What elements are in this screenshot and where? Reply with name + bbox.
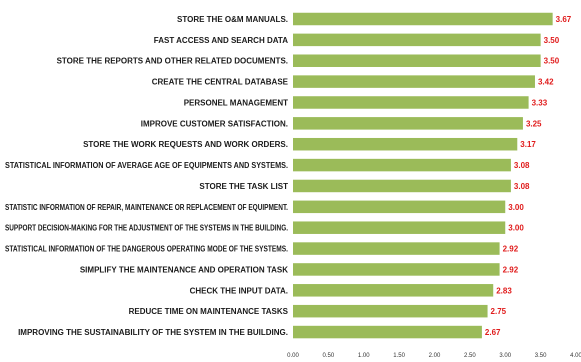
category-label: STORE THE REPORTS AND OTHER RELATED DOCU…: [57, 57, 288, 66]
category-label: IMPROVING THE SUSTAINABILITY OF THE SYST…: [18, 328, 288, 337]
value-label: 2.75: [491, 307, 507, 316]
bar: [293, 137, 518, 151]
category-label: SUPPORT DECISION-MAKING FOR THE ADJUSTME…: [5, 224, 288, 233]
value-label: 3.08: [514, 161, 530, 170]
x-tick-label: 3.50: [535, 353, 547, 359]
bar: [293, 284, 494, 297]
bar: [293, 263, 500, 276]
x-tick-label: 2.50: [464, 353, 476, 359]
value-labels: 3.67 3.50 3.50 3.42 3.33 3.25 3.17 3.08 3.08 3.00…: [485, 15, 572, 337]
category-label: STORE THE WORK REQUESTS AND WORK ORDERS.: [83, 140, 288, 149]
category-label: CHECK THE INPUT DATA.: [190, 286, 288, 295]
category-label: STORE THE TASK LIST: [199, 182, 288, 191]
value-label: 3.00: [508, 224, 524, 233]
x-tick-label: 3.00: [499, 353, 511, 359]
bar: [293, 221, 506, 234]
value-label: 3.42: [538, 78, 554, 87]
value-label: 3.67: [556, 15, 572, 24]
x-axis-tick-labels: 0.00 0.50 1.00 1.50 2.00 2.50 3.00 3.50 4.00: [287, 353, 581, 359]
value-label: 3.08: [514, 182, 530, 191]
value-label: 3.00: [508, 203, 524, 212]
bar: [293, 75, 535, 88]
category-label: IMPROVE CUSTOMER SATISFACTION.: [141, 119, 288, 128]
bar: [293, 179, 511, 193]
category-label: CREATE THE CENTRAL DATABASE: [152, 78, 289, 87]
value-label: 3.25: [526, 119, 542, 128]
x-tick-label: 2.00: [429, 353, 441, 359]
value-label: 2.92: [503, 265, 519, 274]
value-label: 3.50: [544, 57, 560, 66]
category-label: SIMPLIFY THE MAINTENANCE AND OPERATION T…: [80, 265, 288, 274]
bar: [293, 200, 506, 214]
category-label: STATISTICAL INFORMATION OF AVERAGE AGE O…: [5, 161, 288, 170]
x-tick-label: 0.00: [287, 353, 299, 359]
bars-group: [293, 12, 553, 339]
category-label: REDUCE TIME ON MAINTENANCE TASKS: [129, 307, 289, 316]
bar: [293, 54, 541, 67]
bar: [293, 117, 523, 130]
value-label: 2.67: [485, 328, 501, 337]
value-label: 3.50: [544, 36, 560, 45]
bar: [293, 304, 488, 318]
bar: [293, 158, 511, 172]
x-tick-label: 1.00: [358, 353, 370, 359]
category-label: PERSONEL MANAGEMENT: [184, 98, 288, 107]
value-label: 2.83: [496, 286, 512, 295]
category-label: FAST ACCESS AND SEARCH DATA: [154, 36, 288, 45]
x-tick-label: 0.50: [323, 353, 335, 359]
value-label: 3.33: [532, 98, 548, 107]
bar: [293, 12, 553, 26]
bar: [293, 325, 482, 339]
category-label: STATISTICAL INFORMATION OF THE DANGEROUS…: [5, 245, 288, 254]
category-label: STATISTIC INFORMATION OF REPAIR, MAINTEN…: [5, 203, 288, 212]
value-label: 2.92: [503, 245, 519, 254]
category-label: STORE THE O&M MANUALS.: [177, 15, 288, 24]
bar: [293, 242, 500, 255]
value-label: 3.17: [520, 140, 536, 149]
bar: [293, 33, 541, 47]
x-tick-label: 4.00: [570, 353, 581, 359]
category-labels: STORE THE O&M MANUALS. FAST ACCESS AND SE…: [5, 15, 289, 337]
bar: [293, 96, 529, 109]
x-tick-label: 1.50: [393, 353, 405, 359]
